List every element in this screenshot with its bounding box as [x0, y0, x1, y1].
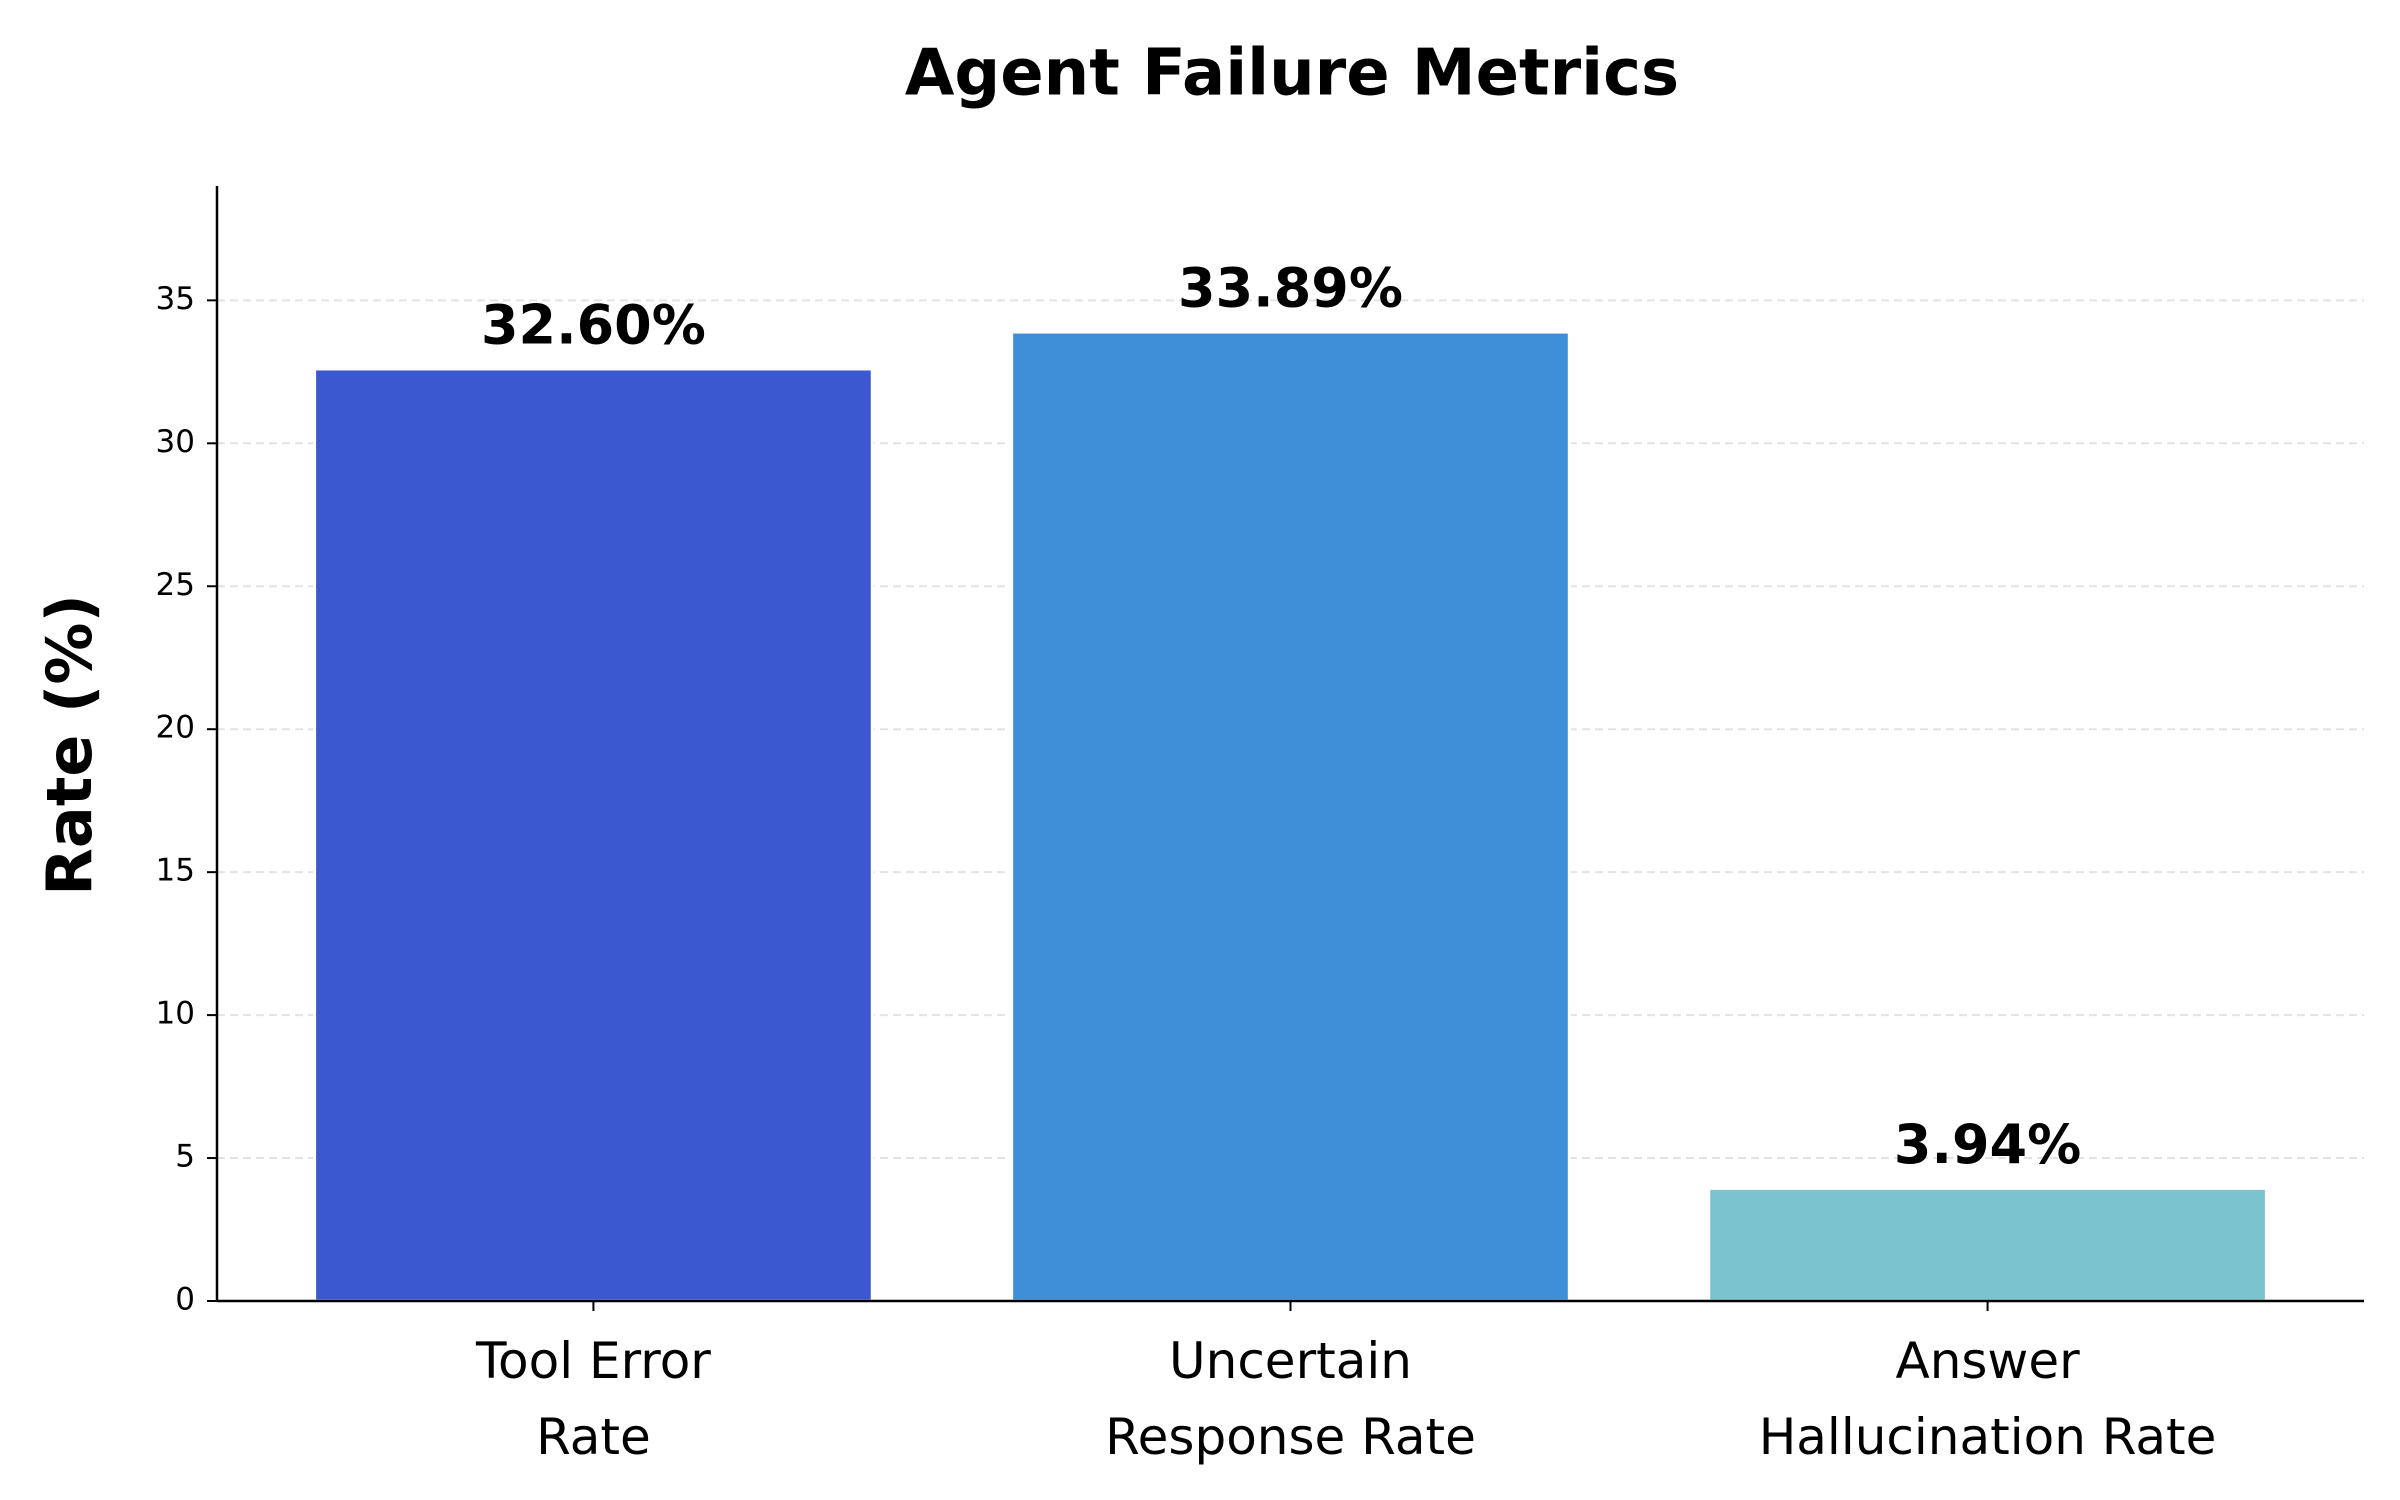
x-tick-label: Uncertain Response Rate: [1105, 1332, 1476, 1466]
y-tick-label: 30: [156, 424, 195, 460]
y-axis-label: Rate (%): [33, 594, 106, 896]
chart-title: Agent Failure Metrics: [905, 37, 1679, 111]
value-label: 3.94%: [1894, 1113, 2081, 1176]
bar: [1707, 1186, 2268, 1303]
y-tick-label: 35: [156, 281, 195, 317]
x-tick-label: Answer Hallucination Rate: [1758, 1332, 2217, 1466]
value-label: 32.60%: [481, 294, 706, 357]
y-tick-label: 25: [156, 567, 195, 603]
x-tick-label: Tool Error Rate: [475, 1332, 711, 1466]
bar: [1010, 330, 1571, 1303]
y-tick-label: 5: [175, 1139, 195, 1175]
y-tick-label: 0: [175, 1282, 195, 1318]
y-tick-label: 20: [156, 710, 195, 746]
y-tick-label: 15: [156, 853, 195, 889]
bar: [313, 367, 874, 1303]
y-tick-label: 10: [156, 996, 195, 1032]
value-label: 33.89%: [1178, 257, 1403, 320]
